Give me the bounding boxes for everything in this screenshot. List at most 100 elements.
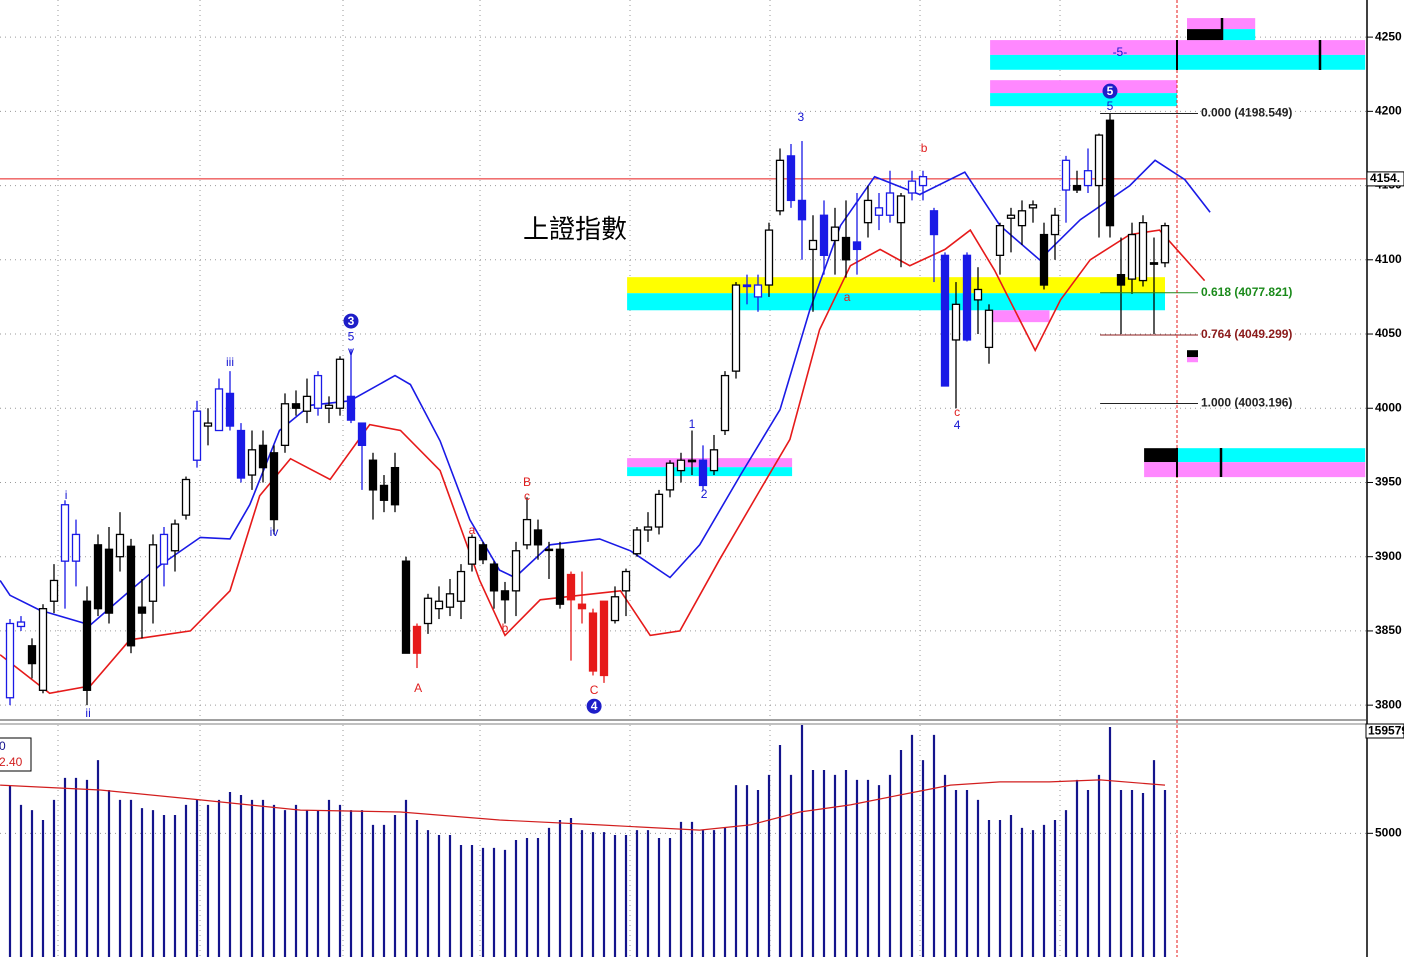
candle-body — [852, 241, 862, 251]
wave-label: 5 — [1107, 84, 1114, 98]
wave-label: c — [524, 489, 530, 503]
wave-label: 1 — [689, 417, 696, 431]
candle-body — [104, 548, 114, 614]
indicator-label: 2.40 — [0, 755, 23, 769]
candle-body — [522, 518, 532, 546]
wave-label: iv — [270, 525, 279, 539]
candle-body — [599, 600, 609, 677]
candle-body — [720, 374, 730, 432]
volume-current-label: 159579 — [1368, 724, 1404, 738]
price-zone — [1222, 29, 1256, 41]
wave-circle — [586, 698, 602, 714]
candle-body — [159, 533, 169, 565]
candle-body — [1127, 233, 1137, 280]
candle-body — [401, 560, 411, 654]
candle-body — [1116, 273, 1126, 286]
candle-body — [5, 622, 15, 699]
candle-body — [1094, 134, 1104, 187]
wave-label: 4 — [954, 418, 961, 432]
candle-body — [577, 603, 587, 610]
wave-label: v — [348, 344, 354, 358]
price-zone — [1187, 350, 1198, 358]
candle-body — [929, 210, 939, 236]
price-zone — [627, 277, 1165, 294]
candle-body — [1061, 159, 1071, 191]
candle-body — [390, 466, 400, 506]
moving-average — [0, 228, 1206, 695]
candle-body — [489, 563, 499, 592]
wave-label: a — [844, 290, 851, 304]
candle-body — [467, 536, 477, 565]
wave-circle — [1102, 83, 1118, 99]
wave-label: A — [414, 681, 422, 695]
candle-body — [500, 590, 510, 601]
candle-body — [665, 462, 675, 491]
wave-label: b — [921, 141, 928, 155]
candle-body — [863, 199, 873, 224]
candle-body — [379, 484, 389, 501]
candle-body — [621, 570, 631, 592]
candle-body — [1160, 224, 1170, 264]
wave-label: B — [523, 475, 531, 489]
price-zone — [990, 93, 1178, 107]
candle-body — [126, 545, 136, 647]
indicator-box — [0, 737, 32, 772]
chart-title: 上證指數 — [523, 215, 627, 245]
candle-body — [940, 254, 950, 387]
candle-body — [16, 621, 26, 628]
wave-label: -5- — [1113, 45, 1128, 59]
price-zone — [1177, 448, 1366, 463]
candle-body — [181, 478, 191, 516]
candle-body — [984, 309, 994, 349]
candle-body — [907, 180, 917, 194]
candle-body — [654, 493, 664, 528]
candle-body — [302, 395, 312, 412]
candle-body — [687, 459, 697, 463]
wave-label: 3 — [348, 314, 355, 328]
candle-body — [775, 159, 785, 212]
price-zone — [627, 458, 793, 468]
candle-body — [49, 579, 59, 602]
candle-body — [555, 548, 565, 605]
candle-body — [1006, 214, 1016, 219]
candle-body — [808, 239, 818, 251]
y-tick-label: 4000 — [1375, 400, 1402, 414]
candle-body — [588, 612, 598, 672]
candle-body — [313, 374, 323, 409]
wave-label: 5 — [348, 330, 355, 344]
current-price-box — [1366, 171, 1404, 187]
candle-body — [753, 284, 763, 298]
candle-body — [71, 533, 81, 562]
candle-body — [731, 284, 741, 372]
candle-body — [225, 392, 235, 427]
candle-body — [38, 608, 48, 691]
y-tick-label: 3900 — [1375, 549, 1402, 563]
candle-body — [170, 523, 180, 552]
candle-body — [830, 226, 840, 242]
indicator-label: 0 — [0, 739, 6, 753]
candle-body — [357, 422, 367, 447]
y-tick-label: 3850 — [1375, 623, 1402, 637]
volume-average — [0, 779, 1166, 831]
candle-body — [27, 645, 37, 665]
candle-body — [269, 452, 279, 521]
volume-panel — [0, 725, 1167, 957]
candle-body — [610, 596, 620, 622]
wave-label: 5 — [1107, 99, 1114, 113]
candle-body — [511, 550, 521, 592]
wave-label: b — [502, 621, 509, 635]
candle-body — [456, 570, 466, 602]
candle-body — [423, 597, 433, 625]
candle-body — [236, 429, 246, 479]
candle-body — [643, 526, 653, 531]
candle-body — [841, 236, 851, 261]
candle-body — [973, 288, 983, 301]
candle-body — [445, 593, 455, 608]
price-zone — [1144, 462, 1366, 478]
candle-body — [885, 192, 895, 216]
volume-current-box — [1365, 723, 1404, 739]
fib-label: 0.000 (4198.549) — [1201, 106, 1292, 120]
candle-body — [1050, 214, 1060, 236]
candle-body — [1149, 262, 1159, 265]
candle-body — [676, 459, 686, 472]
